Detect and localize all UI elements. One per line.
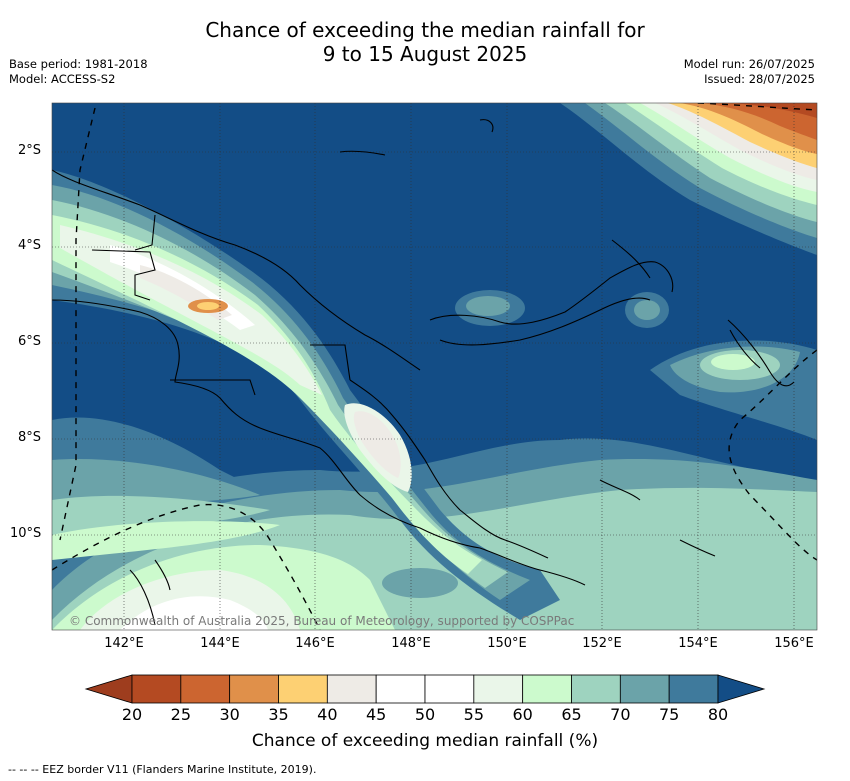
lon-label-154e: 154°E xyxy=(678,636,718,651)
run-info: Model run: 26/07/2025 Issued: 28/07/2025 xyxy=(684,57,815,87)
colorbar-bin xyxy=(668,674,719,704)
model-run-text: Model run: 26/07/2025 xyxy=(683,57,815,71)
map-title: Chance of exceeding the median rainfall … xyxy=(0,18,850,66)
colorbar-tick-label: 50 xyxy=(414,705,436,724)
colorbar-tick-label: 55 xyxy=(463,705,485,724)
lat-label-10s: 10°S xyxy=(10,526,42,541)
colorbar-bin xyxy=(424,674,475,704)
lat-label-8s: 8°S xyxy=(18,430,42,445)
colorbar-bin xyxy=(473,674,524,704)
colorbar-bin xyxy=(180,674,231,704)
coastlines xyxy=(52,119,795,626)
eez-border-lines xyxy=(52,103,817,630)
colorbar-tick-label: 75 xyxy=(658,705,680,724)
lat-label-4s: 4°S xyxy=(18,238,42,253)
colorbar-bin xyxy=(278,674,328,704)
colorbar-bin xyxy=(571,674,621,704)
colorbar-tick-label: 25 xyxy=(170,705,192,724)
copyright-notice: © Commonwealth of Australia 2025, Bureau… xyxy=(69,614,575,628)
base-period-text: Base period: 1981-2018 xyxy=(9,57,148,71)
colorbar-tick-label: 45 xyxy=(365,705,387,724)
graticule xyxy=(52,103,817,630)
rainfall-probability-field xyxy=(52,103,817,630)
lon-label-150e: 150°E xyxy=(487,636,527,651)
colorbar xyxy=(84,674,766,704)
colorbar-tick-label: 60 xyxy=(512,705,533,724)
lon-label-142e: 142°E xyxy=(104,636,144,651)
colorbar-tick-label: 20 xyxy=(121,705,143,724)
model-info: Base period: 1981-2018 Model: ACCESS-S2 xyxy=(9,57,148,87)
colorbar-bin xyxy=(522,674,572,704)
colorbar-tick-label: 30 xyxy=(219,705,240,724)
colorbar-tick-label: 40 xyxy=(317,705,338,724)
lat-label-6s: 6°S xyxy=(18,334,42,349)
lon-label-144e: 144°E xyxy=(200,636,240,651)
issued-date-text: Issued: 28/07/2025 xyxy=(704,72,815,86)
lon-label-152e: 152°E xyxy=(582,636,622,651)
colorbar-tick-label: 35 xyxy=(268,705,289,724)
colorbar-title: Chance of exceeding median rainfall (%) xyxy=(251,731,599,751)
lat-label-2s: 2°S xyxy=(18,143,42,158)
colorbar-tick-label: 70 xyxy=(610,705,631,724)
colorbar-tick-label: 65 xyxy=(561,705,582,724)
colorbar-bin xyxy=(375,674,426,704)
title-line-2: 9 to 15 August 2025 xyxy=(322,42,528,66)
model-name-text: Model: ACCESS-S2 xyxy=(9,72,116,86)
lon-label-156e: 156°E xyxy=(774,636,814,651)
colorbar-tick-label: 80 xyxy=(707,705,729,724)
colorbar-extend-high xyxy=(717,674,766,704)
colorbar-bin xyxy=(229,674,279,704)
lon-label-148e: 148°E xyxy=(391,636,431,651)
colorbar-bin xyxy=(326,674,377,704)
lon-label-146e: 146°E xyxy=(295,636,335,651)
colorbar-bin xyxy=(131,674,182,704)
colorbar-extend-low xyxy=(84,674,133,704)
colorbar-bin xyxy=(619,674,670,704)
title-line-1: Chance of exceeding the median rainfall … xyxy=(205,18,645,42)
eez-legend-note: -- -- -- EEZ border V11 (Flanders Marine… xyxy=(8,763,317,776)
